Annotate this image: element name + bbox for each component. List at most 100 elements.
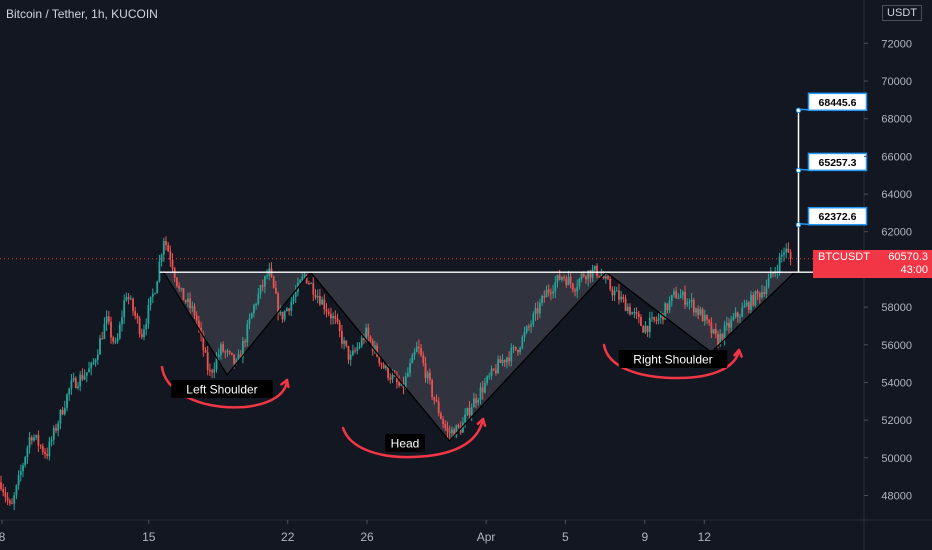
candle-body <box>741 307 744 317</box>
candle-body <box>345 340 348 346</box>
candle-body <box>8 500 11 504</box>
candle-body <box>352 350 354 355</box>
x-tick-label: 8 <box>0 530 6 544</box>
candle-body <box>50 439 53 442</box>
candle-body <box>138 318 141 334</box>
candle-body <box>774 272 777 274</box>
candle-body <box>653 317 656 321</box>
candle-body <box>143 329 145 338</box>
candle-body <box>321 299 323 305</box>
candle-body <box>589 270 592 278</box>
candle-body <box>492 368 495 370</box>
candle-body <box>99 338 101 355</box>
candle-body <box>356 347 359 351</box>
y-tick-label: 58000 <box>881 302 912 314</box>
candle-body <box>264 276 266 287</box>
candle-body <box>780 254 783 257</box>
candle-body <box>587 270 590 280</box>
candle-body <box>662 313 664 320</box>
candle-body <box>259 285 262 294</box>
candle-body <box>453 429 455 437</box>
target-box <box>807 152 868 172</box>
candle-body <box>424 363 427 379</box>
candle-body <box>59 409 62 424</box>
candle-body <box>730 319 733 328</box>
candle-body <box>248 318 251 324</box>
candle-body <box>422 355 425 364</box>
candle-body <box>512 346 515 348</box>
candle-body <box>659 313 662 318</box>
candle-body <box>116 338 119 342</box>
candle-body <box>396 376 398 383</box>
candle-body <box>787 248 790 253</box>
candle-body <box>147 305 150 324</box>
chart-title: Bitcoin / Tether, 1h, KUCOIN <box>6 7 158 21</box>
candle-body <box>699 309 702 315</box>
x-tick-label: 22 <box>281 530 295 544</box>
y-tick-label: 54000 <box>881 378 912 390</box>
candle-body <box>407 372 409 377</box>
candle-body <box>83 375 86 380</box>
candle-body <box>624 298 627 312</box>
candle-body <box>648 318 651 333</box>
target-box <box>807 92 868 112</box>
candle-body <box>2 488 5 493</box>
candle-body <box>239 354 242 358</box>
candle-body <box>530 324 532 327</box>
candle-body <box>470 407 473 416</box>
candle-body <box>758 293 761 298</box>
candle-body <box>385 365 387 369</box>
candle-body <box>182 288 185 301</box>
candle-body <box>708 319 711 323</box>
candle-body <box>763 292 766 294</box>
candle-body <box>413 352 416 356</box>
candle-body <box>266 275 268 277</box>
candle-body <box>719 333 722 345</box>
candle-body <box>70 380 73 389</box>
candle-body <box>61 409 64 415</box>
candle-body <box>66 394 68 408</box>
candle-body <box>752 295 755 306</box>
candle-body <box>506 357 508 363</box>
candle-body <box>547 289 550 293</box>
candle-body <box>26 447 29 458</box>
y-tick-label: 66000 <box>881 151 912 163</box>
candle-body <box>48 441 51 456</box>
candle-body <box>479 387 482 400</box>
candle-body <box>101 338 104 340</box>
candle-body <box>615 290 618 292</box>
candle-body <box>703 314 706 322</box>
candle-body <box>46 454 49 456</box>
candle-body <box>631 312 634 315</box>
price-tag-symbol: BTCUSDT <box>818 251 870 263</box>
candle-body <box>105 316 108 324</box>
candle-body <box>585 276 587 280</box>
candle-body <box>550 292 552 294</box>
candle-body <box>132 298 134 311</box>
candle-body <box>22 465 24 472</box>
candle-body <box>151 293 154 297</box>
candle-body <box>237 354 240 360</box>
right-shoulder-arrow <box>602 343 741 380</box>
candle-body <box>574 289 576 292</box>
candle-body <box>292 297 295 302</box>
right-shoulder-arrow-head <box>733 348 743 358</box>
candle-body <box>646 325 649 332</box>
candle-body <box>508 357 510 362</box>
candle-body <box>668 300 671 311</box>
candle-body <box>391 374 394 380</box>
candle-body <box>334 316 337 319</box>
candle-body <box>598 275 601 277</box>
candle-body <box>41 446 44 452</box>
candle-body <box>626 306 629 311</box>
x-tick-label: 12 <box>698 530 712 544</box>
candle-body <box>670 295 673 301</box>
candle-body <box>473 398 475 408</box>
currency-button[interactable]: USDT <box>882 5 922 21</box>
candle-body <box>167 244 170 252</box>
head-arrow-head <box>476 417 487 427</box>
candle-body <box>125 297 128 301</box>
candle-body <box>319 296 321 305</box>
candle-body <box>519 347 521 353</box>
